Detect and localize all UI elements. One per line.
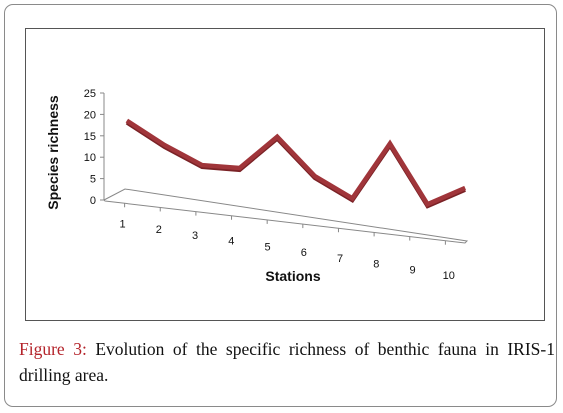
floor-outline bbox=[103, 188, 469, 244]
x-tick-label: 10 bbox=[443, 270, 455, 282]
caption-text: Evolution of the specific richness of be… bbox=[19, 339, 555, 385]
figure-frame: 0 5 10 15 20 25 1 2 3 4 5 6 7 8 9 10 Species richness Sta… bbox=[4, 4, 557, 407]
y-tick-label: 25 bbox=[84, 88, 96, 100]
series-line bbox=[125, 118, 467, 208]
x-tick-label: 7 bbox=[337, 253, 343, 265]
y-tick-label: 20 bbox=[84, 109, 96, 121]
figure-caption: Figure 3: Evolution of the specific rich… bbox=[19, 336, 555, 388]
y-tick-label: 10 bbox=[84, 152, 96, 164]
x-axis-title: Stations bbox=[265, 268, 320, 284]
y-axis-title: Species richness bbox=[45, 95, 61, 210]
series-line-shadow bbox=[125, 120, 466, 209]
x-tick-label: 8 bbox=[373, 259, 379, 271]
x-tick-label: 9 bbox=[409, 264, 415, 276]
x-tick-label: 4 bbox=[228, 236, 234, 248]
x-tick-label: 5 bbox=[265, 241, 271, 253]
x-tick-label: 3 bbox=[192, 230, 198, 242]
y-tick-label: 5 bbox=[90, 174, 96, 186]
line-chart: 0 5 10 15 20 25 1 2 3 4 5 6 7 8 9 10 Species richness Sta… bbox=[45, 88, 469, 284]
chart-area: 0 5 10 15 20 25 1 2 3 4 5 6 7 8 9 10 Species richness Sta… bbox=[25, 28, 545, 321]
x-tick-label: 1 bbox=[120, 218, 126, 230]
y-tick-label: 0 bbox=[90, 195, 96, 207]
x-tick-label: 6 bbox=[301, 247, 307, 259]
y-tick-label: 15 bbox=[84, 131, 96, 143]
caption-label: Figure 3: bbox=[19, 339, 87, 359]
x-tick-label: 2 bbox=[156, 224, 162, 236]
